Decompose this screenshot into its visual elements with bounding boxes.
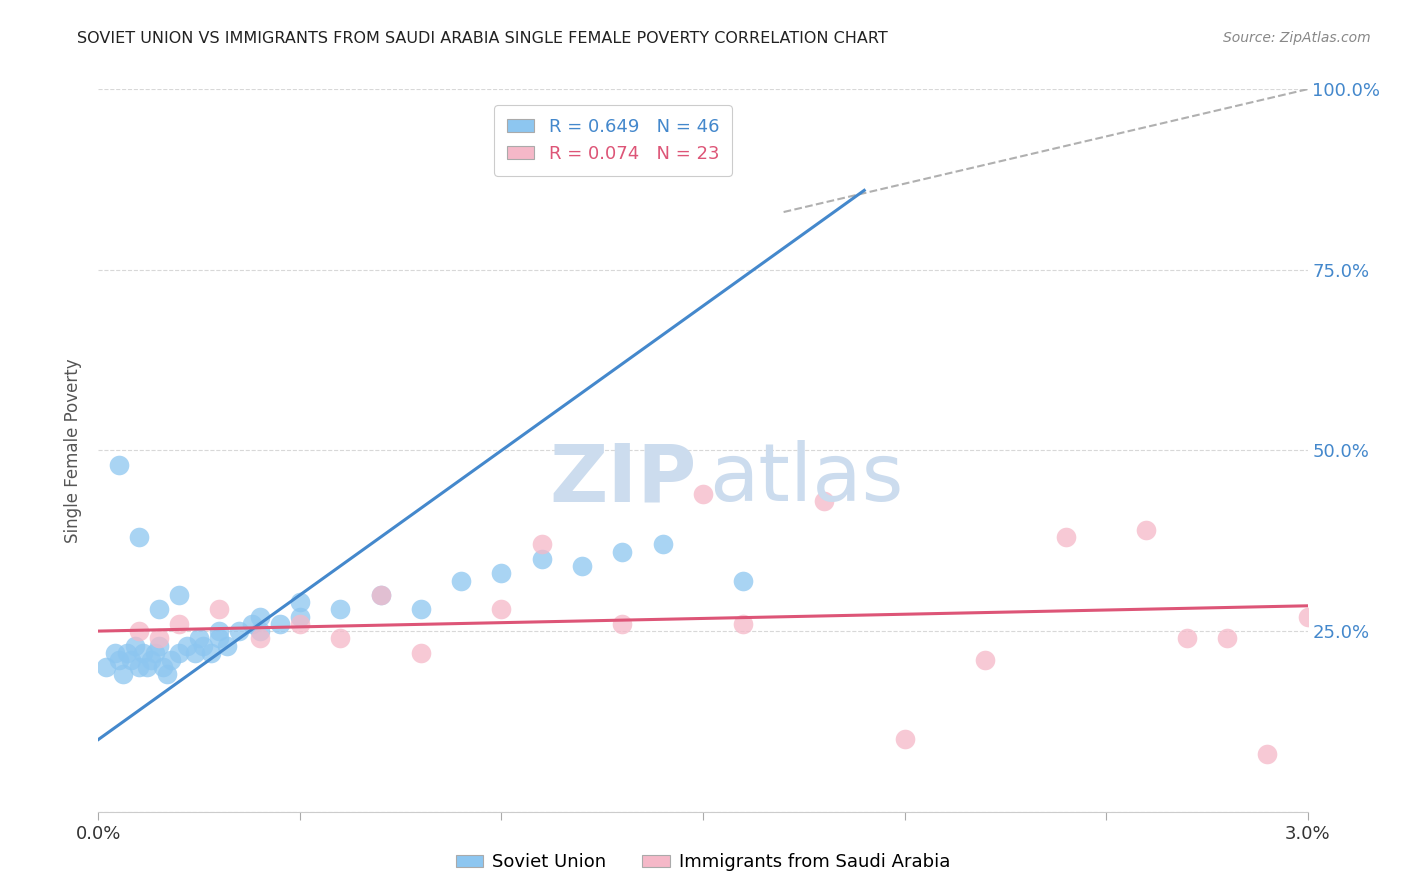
Point [143,646,166,660]
Point [409,602,432,616]
Point [208,624,231,639]
Point [200,646,222,660]
Point [491,566,513,581]
Point [1256,747,1278,761]
Point [128,660,150,674]
Point [1135,523,1157,537]
Point [139,653,162,667]
Point [1054,530,1077,544]
Text: SOVIET UNION VS IMMIGRANTS FROM SAUDI ARABIA SINGLE FEMALE POVERTY CORRELATION C: SOVIET UNION VS IMMIGRANTS FROM SAUDI AR… [77,31,889,46]
Point [160,653,183,667]
Point [974,653,997,667]
Point [128,530,150,544]
Point [107,458,129,472]
Text: Source: ZipAtlas.com: Source: ZipAtlas.com [1223,31,1371,45]
Point [208,632,231,646]
Point [228,624,250,639]
Point [115,646,138,660]
Point [167,588,190,602]
Point [96,660,118,674]
Point [733,574,755,588]
Point [111,667,134,681]
Point [240,616,263,631]
Point [733,616,755,631]
Point [152,660,174,674]
Point [167,616,190,631]
Point [148,639,170,653]
Point [893,732,915,747]
Text: ZIP: ZIP [550,441,697,518]
Point [370,588,392,602]
Point [208,602,231,616]
Point [530,537,553,551]
Point [107,653,129,667]
Point [288,595,311,609]
Point [1175,632,1198,646]
Point [612,616,634,631]
Point [120,653,142,667]
Point [135,660,157,674]
Point [176,639,198,653]
Point [692,487,714,501]
Point [249,624,271,639]
Point [288,609,311,624]
Point [156,667,179,681]
Point [128,624,150,639]
Point [184,646,207,660]
Point [249,609,271,624]
Point [148,602,170,616]
Point [409,646,432,660]
Point [651,537,673,551]
Point [329,602,352,616]
Point [217,639,239,653]
Point [288,616,311,631]
Legend: Soviet Union, Immigrants from Saudi Arabia: Soviet Union, Immigrants from Saudi Arab… [449,847,957,879]
Point [329,632,352,646]
Point [450,574,472,588]
Point [1216,632,1239,646]
Text: atlas: atlas [709,441,904,518]
Point [813,494,835,508]
Point [188,632,211,646]
Point [571,559,593,574]
Y-axis label: Single Female Poverty: Single Female Poverty [65,359,83,542]
Point [1296,609,1319,624]
Point [269,616,291,631]
Point [370,588,392,602]
Point [530,551,553,566]
Point [103,646,125,660]
Point [249,632,271,646]
Point [132,646,155,660]
Legend: R = 0.649   N = 46, R = 0.074   N = 23: R = 0.649 N = 46, R = 0.074 N = 23 [495,105,731,176]
Point [193,639,215,653]
Point [148,632,170,646]
Point [491,602,513,616]
Point [612,544,634,558]
Point [167,646,190,660]
Point [124,639,146,653]
